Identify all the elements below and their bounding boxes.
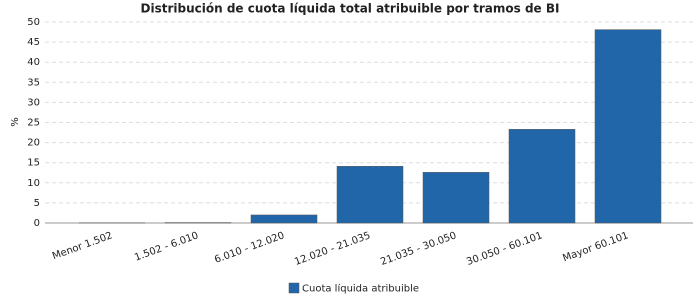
y-tick-label: 10 xyxy=(27,178,40,189)
legend-label: Cuota líquida atribuible xyxy=(302,283,419,295)
bar xyxy=(594,29,662,224)
legend-swatch xyxy=(288,282,300,294)
y-tick-label: 35 xyxy=(27,77,40,88)
bar xyxy=(508,129,576,224)
y-tick-label: 45 xyxy=(27,37,40,48)
bar xyxy=(336,166,404,224)
x-tick-label: 21.035 - 30.050 xyxy=(379,230,458,268)
x-tick-label: Menor 1.502 xyxy=(51,230,114,262)
x-tick-label: 12.020 - 21.035 xyxy=(293,230,372,268)
y-tick-label: 25 xyxy=(27,118,40,129)
x-tick-label: Mayor 60.101 xyxy=(561,230,630,264)
y-tick-label: 40 xyxy=(27,57,40,68)
y-tick-label: 20 xyxy=(27,138,40,149)
bar xyxy=(250,214,318,224)
x-tick-label: 30.050 - 60.101 xyxy=(465,230,544,268)
y-tick-label: 0 xyxy=(34,218,40,229)
y-axis-label: % xyxy=(10,117,21,127)
x-tick-label: 6.010 - 12.020 xyxy=(213,230,286,266)
bar xyxy=(422,172,490,224)
chart-title: Distribución de cuota líquida total atri… xyxy=(141,2,560,16)
y-tick-label: 30 xyxy=(27,97,40,108)
y-tick-label: 50 xyxy=(27,17,40,28)
x-tick-label: 1.502 - 6.010 xyxy=(133,230,200,263)
y-tick-label: 5 xyxy=(34,198,40,209)
y-tick-label: 15 xyxy=(27,158,40,169)
